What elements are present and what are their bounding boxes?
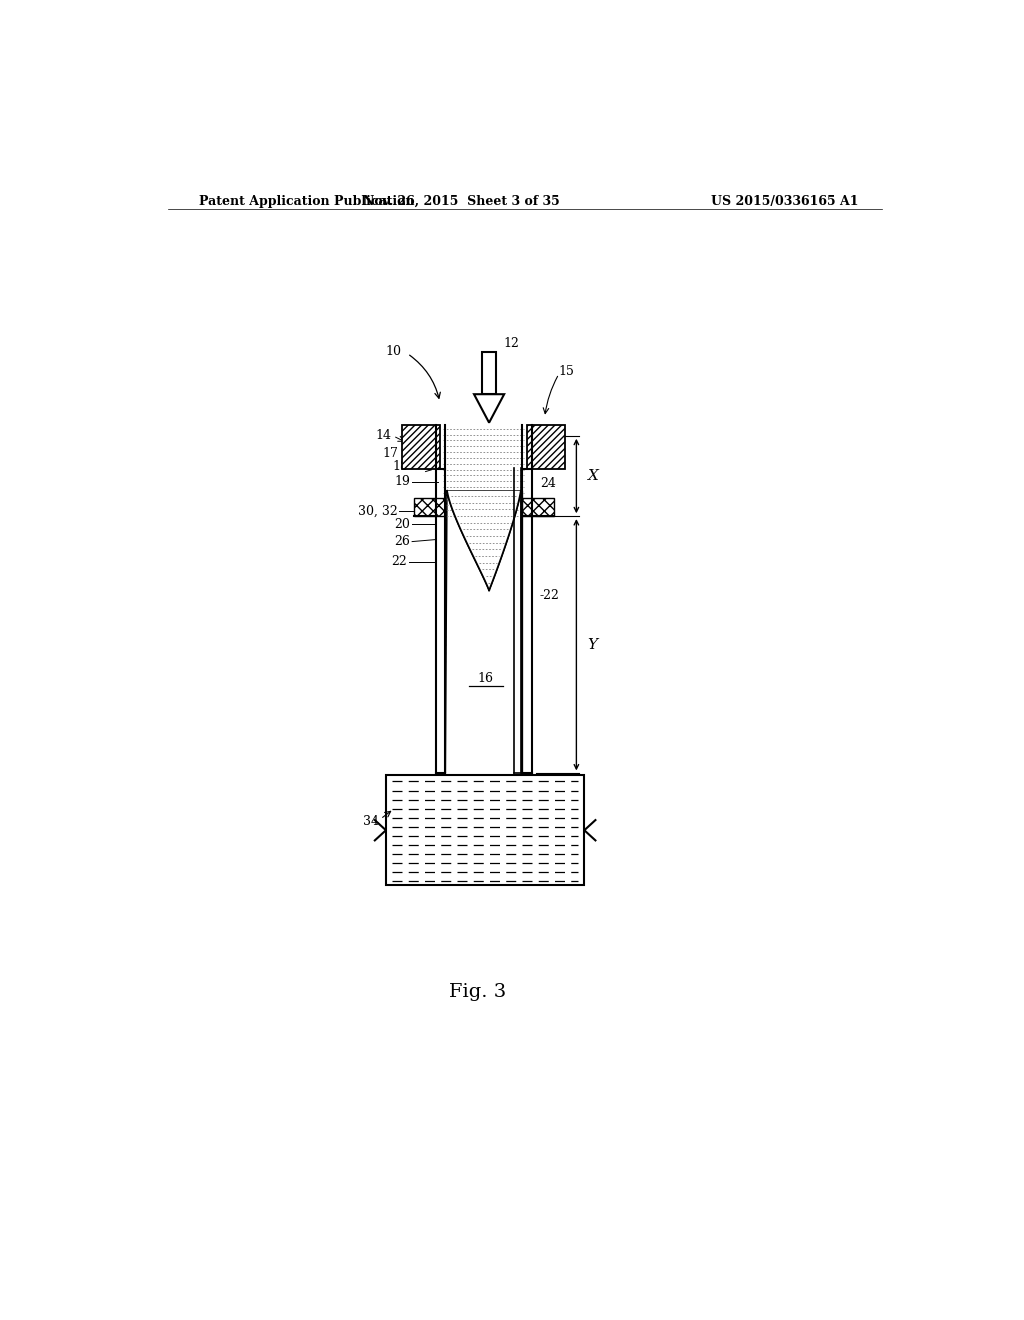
Bar — [482, 351, 497, 395]
Text: 14: 14 — [376, 429, 391, 442]
Polygon shape — [474, 395, 504, 422]
Text: US 2015/0336165 A1: US 2015/0336165 A1 — [711, 195, 858, 209]
Bar — [386, 775, 585, 886]
Text: Fig. 3: Fig. 3 — [449, 983, 506, 1001]
Polygon shape — [445, 491, 522, 774]
Bar — [440, 425, 527, 516]
Bar — [414, 498, 445, 516]
Text: Y: Y — [588, 638, 598, 652]
Bar — [401, 425, 440, 470]
Text: Nov. 26, 2015  Sheet 3 of 35: Nov. 26, 2015 Sheet 3 of 35 — [362, 195, 560, 209]
Bar — [527, 425, 565, 470]
Text: 17: 17 — [382, 446, 397, 459]
Text: X: X — [588, 469, 598, 483]
Text: 19: 19 — [394, 475, 411, 488]
Text: 16: 16 — [477, 672, 494, 685]
Text: 26: 26 — [394, 535, 411, 548]
Text: 12: 12 — [504, 337, 519, 350]
Bar — [522, 498, 554, 516]
Text: -22: -22 — [539, 589, 559, 602]
Polygon shape — [447, 491, 521, 590]
Text: 24: 24 — [541, 477, 557, 490]
Text: 15: 15 — [559, 366, 574, 379]
Text: 34: 34 — [362, 814, 379, 828]
Text: 30, 32: 30, 32 — [358, 504, 397, 517]
Text: 20: 20 — [394, 517, 411, 531]
Text: 10: 10 — [386, 345, 401, 358]
Text: 22: 22 — [391, 556, 408, 569]
Text: Patent Application Publication: Patent Application Publication — [200, 195, 415, 209]
Text: 18: 18 — [393, 459, 409, 473]
Text: 18: 18 — [541, 457, 557, 470]
